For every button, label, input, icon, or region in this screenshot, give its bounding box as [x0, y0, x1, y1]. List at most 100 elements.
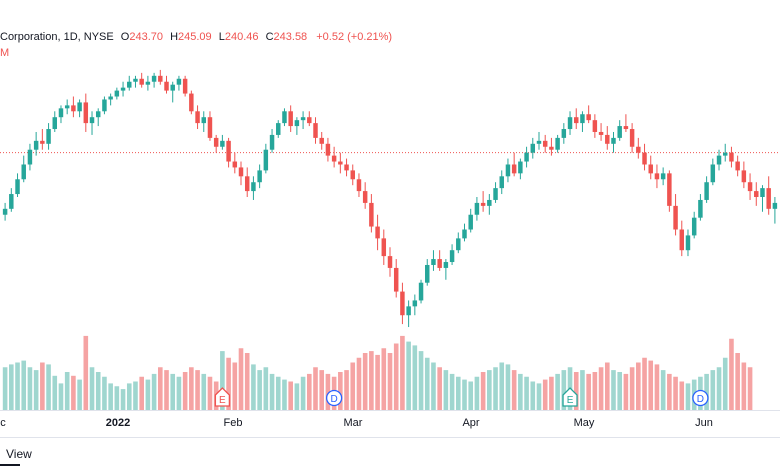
volume-bar — [40, 362, 45, 410]
candle-body — [251, 182, 256, 192]
candle-body — [244, 176, 250, 192]
candle-body — [462, 229, 467, 239]
volume-bar — [511, 370, 517, 410]
candle-body — [145, 81, 151, 85]
candle-body — [480, 202, 486, 206]
volume-bar — [480, 372, 486, 410]
candle-body — [549, 146, 554, 150]
volume-bar — [518, 373, 523, 410]
candle-body — [71, 105, 76, 112]
candle-body — [691, 217, 697, 236]
volume-bar — [549, 376, 554, 410]
volume-bar — [747, 367, 753, 410]
volume-bar — [524, 376, 529, 410]
candle-body — [15, 179, 20, 195]
volume-bar — [226, 357, 231, 410]
volume-bar — [375, 354, 380, 410]
volume-bar — [182, 372, 188, 410]
candle-body — [698, 199, 703, 218]
candle-body — [605, 134, 610, 144]
candle-body — [393, 267, 399, 292]
candle-body — [46, 129, 51, 144]
candle-body — [443, 262, 449, 268]
volume-bar — [561, 370, 567, 410]
bottom-bar: View — [0, 437, 780, 471]
volume-bar — [21, 360, 27, 410]
volume-bar — [207, 376, 213, 410]
volume-bar — [406, 341, 411, 410]
candle-body — [102, 99, 107, 112]
volume-legend: M — [0, 47, 10, 59]
volume-bar — [300, 376, 306, 410]
candle-body — [561, 129, 567, 138]
volume-bar — [617, 372, 622, 410]
candle-body — [77, 102, 82, 112]
candle-body — [648, 164, 653, 174]
volume-bar — [176, 376, 182, 410]
volume-bar — [251, 364, 256, 410]
volume-bar — [95, 372, 101, 410]
volume-bar — [381, 348, 387, 410]
x-tick-label: Mar — [343, 417, 363, 429]
volume-bar — [611, 370, 616, 410]
candle-body — [58, 108, 64, 118]
volume-bar — [536, 383, 542, 410]
candle-body — [120, 87, 126, 91]
dividend-event-label: D — [697, 394, 704, 405]
x-tick-label: 2022 — [105, 417, 131, 429]
x-tick-label: Jun — [695, 417, 713, 429]
candle-body — [344, 164, 349, 171]
volume-bar — [282, 379, 287, 410]
candle-body — [468, 214, 473, 230]
high-value: 245.09 — [178, 31, 212, 43]
volume-bar — [462, 379, 467, 410]
candle-body — [220, 140, 225, 147]
volume-bar — [102, 376, 107, 410]
candle-body — [555, 137, 560, 150]
candle-body — [710, 164, 716, 183]
volume-bar — [294, 383, 300, 410]
volume-bar — [604, 362, 610, 410]
candle-body — [238, 167, 244, 177]
candle-body — [95, 111, 101, 118]
candle-body — [704, 182, 709, 200]
candle-body — [257, 170, 262, 183]
candle-body — [33, 140, 39, 150]
volume-bar — [108, 383, 113, 410]
candle-body — [766, 188, 771, 209]
volume-bar — [660, 370, 666, 410]
earnings-event-marker — [562, 387, 578, 407]
candle-body — [213, 137, 219, 147]
candle-body — [263, 149, 269, 171]
volume-bar — [338, 372, 343, 410]
open-label: O — [120, 31, 130, 43]
volume-bar — [356, 357, 362, 410]
low-value: 240.46 — [224, 31, 259, 43]
volume-bar — [673, 376, 678, 410]
volume-bar — [77, 379, 82, 410]
dividend-event-label: D — [331, 394, 338, 405]
candle-body — [387, 256, 393, 268]
volume-bar — [71, 375, 76, 410]
candle-body — [685, 235, 691, 251]
candle-body — [164, 81, 169, 91]
candle-body — [362, 191, 368, 203]
candle-body — [642, 152, 647, 165]
candle-body — [294, 120, 300, 127]
volume-bar — [313, 367, 318, 410]
volume-bar — [735, 353, 740, 410]
x-tick-label: Apr — [462, 417, 480, 429]
candle-body — [716, 155, 722, 165]
candle-body — [64, 105, 70, 109]
volume-bar — [505, 364, 511, 410]
volume-bar — [424, 357, 430, 410]
volume-bar — [400, 335, 405, 410]
volume-bar — [412, 345, 418, 410]
candle-body — [381, 238, 387, 257]
volume-bar — [114, 386, 120, 410]
volume-bar — [443, 370, 449, 410]
bottom-view-text[interactable]: View — [6, 447, 32, 461]
candle-body — [580, 114, 585, 124]
volume-bar — [89, 367, 95, 410]
